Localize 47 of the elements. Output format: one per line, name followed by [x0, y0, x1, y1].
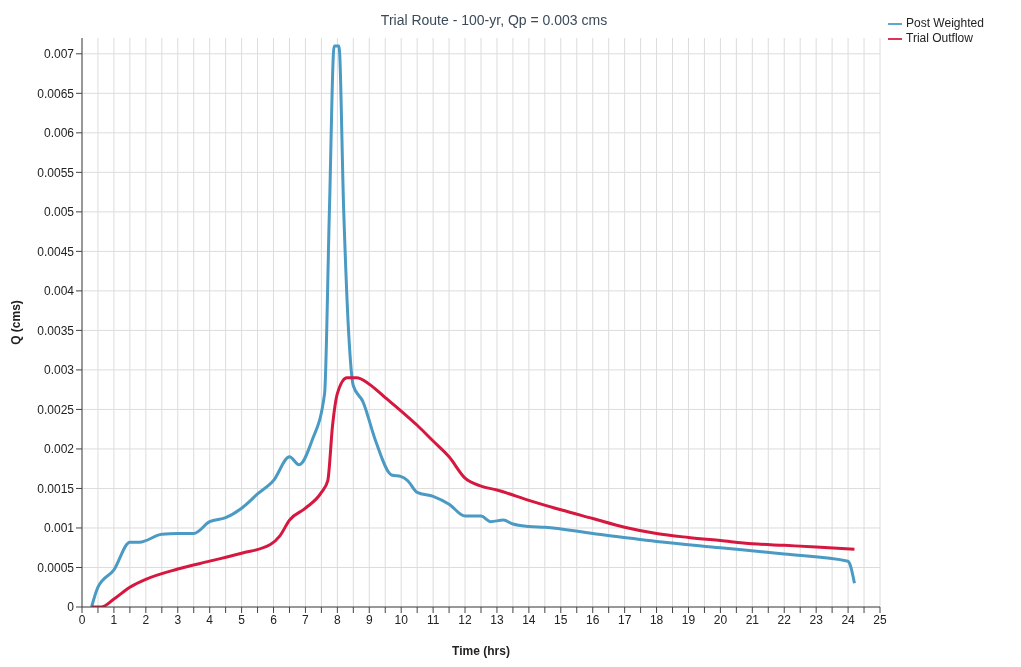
x-tick-label: 20 [713, 612, 728, 627]
x-tick-label: 10 [394, 612, 409, 627]
x-tick-label: 16 [586, 612, 600, 627]
x-tick-label: 15 [554, 612, 568, 627]
x-tick-label: 6 [270, 612, 278, 627]
y-tick-label: 0.005 [43, 205, 75, 220]
legend-label: Trial Outflow [906, 30, 973, 45]
y-tick-label: 0.001 [43, 521, 75, 536]
x-tick-label: 13 [490, 612, 504, 627]
x-tick-label: 12 [458, 612, 473, 627]
x-tick-label: 4 [206, 612, 214, 627]
x-tick-label: 0 [78, 612, 86, 627]
x-axis-title: Time (hrs) [452, 644, 510, 658]
x-tick-label: 21 [745, 612, 760, 627]
x-tick-label: 11 [426, 612, 440, 627]
x-tick-label: 14 [522, 612, 536, 627]
y-tick-label: 0.007 [43, 47, 75, 62]
x-tick-label: 25 [873, 612, 887, 627]
x-tick-label: 19 [681, 612, 696, 627]
y-tick-label: 0.0045 [37, 244, 75, 259]
y-tick-label: 0 [67, 600, 75, 615]
x-tick-label: 2 [142, 612, 150, 627]
x-tick-label: 18 [649, 612, 664, 627]
x-tick-label: 5 [238, 612, 246, 627]
x-tick-label: 23 [809, 612, 824, 627]
y-tick-label: 0.006 [43, 126, 75, 141]
x-tick-label: 1 [110, 612, 118, 627]
y-tick-label: 0.0025 [37, 402, 75, 417]
y-axis-title: Q (cms) [9, 300, 24, 345]
x-tick-label: 17 [617, 612, 632, 627]
x-tick-label: 3 [174, 612, 182, 627]
y-tick-label: 0.0005 [37, 560, 75, 575]
line-series [90, 44, 856, 607]
y-tick-label: 0.003 [43, 363, 75, 378]
x-tick-label: 24 [841, 612, 856, 627]
chart-title: Trial Route - 100-yr, Qp = 0.003 cms [379, 12, 609, 28]
y-tick-label: 0.002 [43, 442, 75, 457]
x-tick-label: 8 [334, 612, 342, 627]
y-tick-label: 0.0055 [37, 165, 75, 180]
y-tick-label: 0.0015 [37, 481, 75, 496]
y-tick-label: 0.0065 [37, 86, 75, 101]
x-tick-label: 9 [365, 612, 373, 627]
y-tick-label: 0.004 [43, 284, 75, 299]
legend-label: Post Weighted [906, 16, 984, 30]
x-tick-label: 7 [302, 612, 310, 627]
x-tick-label: 22 [777, 612, 792, 627]
y-tick-label: 0.0035 [37, 323, 75, 338]
